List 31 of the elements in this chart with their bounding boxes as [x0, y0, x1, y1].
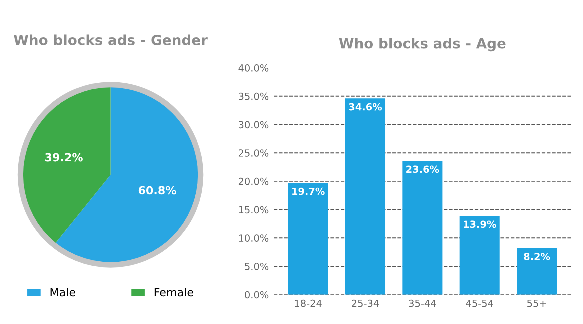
data-label: 23.6% — [406, 166, 440, 174]
bar — [517, 248, 558, 295]
y-tick-label: 20.0% — [238, 178, 269, 186]
x-tick-label: 35-44 — [409, 300, 436, 308]
y-tick-label: 40.0% — [238, 64, 269, 72]
data-label: 34.6% — [349, 103, 382, 111]
data-label: 13.9% — [464, 220, 496, 228]
chart-title: Who blocks ads - Gender — [14, 34, 208, 46]
chart-title: Who blocks ads - Age — [339, 38, 506, 52]
bar — [402, 161, 443, 295]
y-tick-label: 10.0% — [239, 234, 269, 242]
bar — [345, 98, 386, 295]
x-tick-label: 25-34 — [352, 300, 380, 308]
y-tick-label: 15.0% — [239, 206, 269, 214]
x-tick-label: 55+ — [528, 300, 546, 308]
y-tick-label: 35.0% — [239, 92, 269, 100]
y-tick-label: 25.0% — [238, 150, 269, 157]
data-label: 19.7% — [292, 188, 325, 196]
y-tick-label: 30.0% — [239, 121, 269, 129]
y-tick-label: 5.0% — [245, 262, 269, 270]
bar — [460, 216, 500, 295]
x-tick-label: 18-24 — [295, 300, 322, 308]
data-label: 8.2% — [524, 253, 550, 260]
legend-label: Male — [50, 288, 76, 297]
legend-label: Female — [154, 288, 194, 297]
data-label: 39.2% — [46, 153, 83, 162]
pie-slice — [20, 84, 111, 246]
data-label: 60.8% — [138, 186, 176, 195]
bar — [288, 183, 328, 295]
x-tick-label: 45-54 — [466, 300, 494, 308]
y-tick-label: 0.0% — [245, 291, 269, 299]
